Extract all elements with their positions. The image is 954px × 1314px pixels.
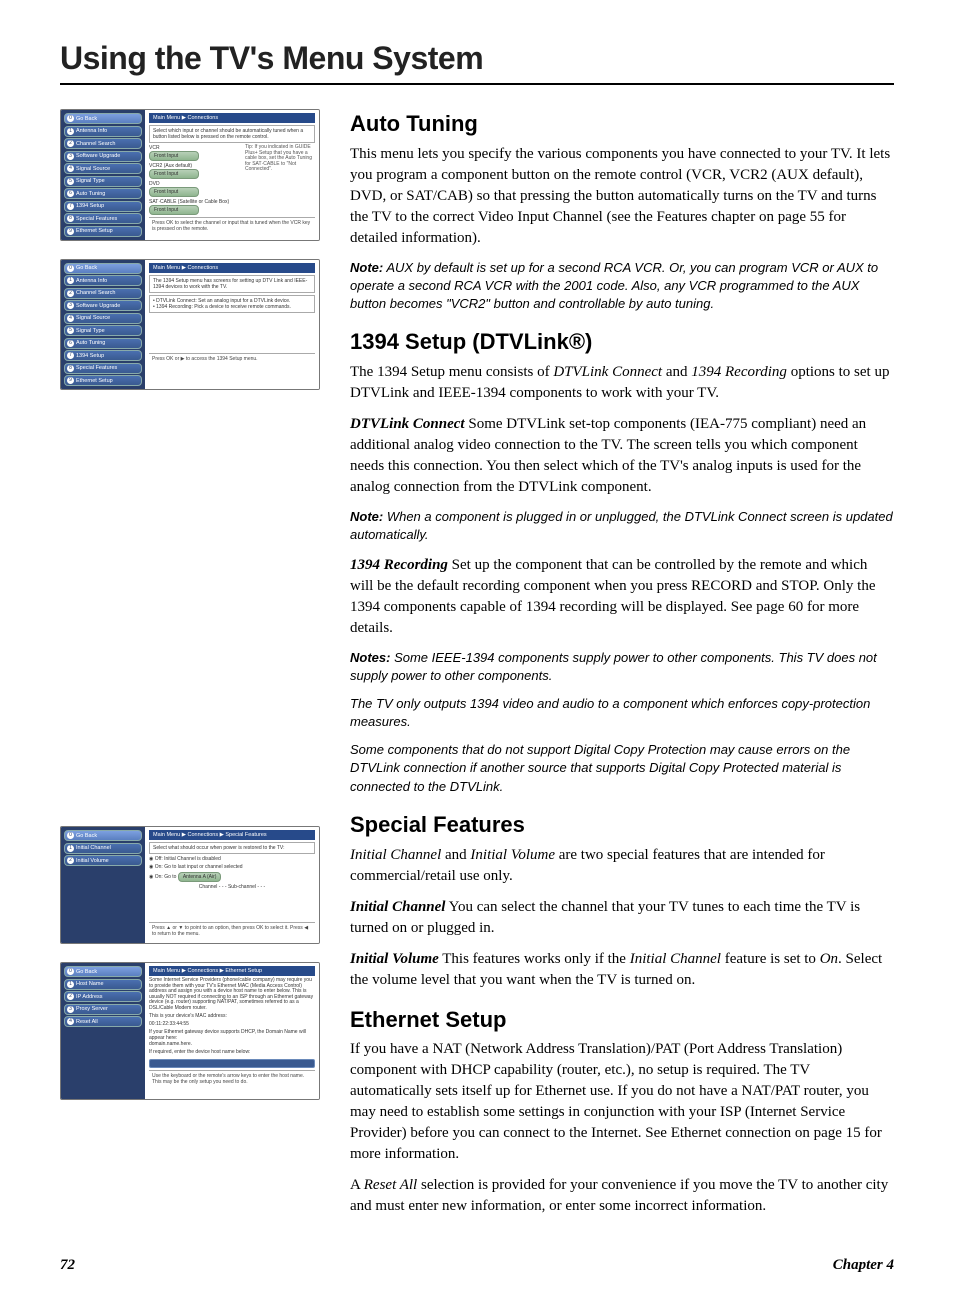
panel-tip: Tip: If you indicated in GUIDE Plus+ Set… (245, 145, 315, 173)
sidebar-item: 2Initial Volume (64, 855, 142, 866)
note: Note: When a component is plugged in or … (350, 508, 894, 544)
chapter-label: Chapter 4 (833, 1257, 894, 1274)
sidebar-item: 3Proxy Server (64, 1004, 142, 1015)
sidebar-item: 8Special Features (64, 213, 142, 224)
sidebar-item: 1Initial Channel (64, 843, 142, 854)
heading-ethernet-setup: Ethernet Setup (350, 1005, 894, 1036)
sidebar-item: 2IP Address (64, 991, 142, 1002)
heading-special-features: Special Features (350, 810, 894, 841)
screenshot-special-features: 0Go Back1Initial Channel2Initial Volume … (60, 826, 320, 944)
sidebar-item: 2Channel Search (64, 138, 142, 149)
mac-address: 00:11:22:33:44:55 (149, 1021, 315, 1027)
radio-option: ◉ On: Go to Antenna A (Air) (149, 872, 315, 882)
paragraph: Initial Volume This features works only … (350, 949, 894, 991)
heading-auto-tuning: Auto Tuning (350, 109, 894, 140)
chapter-title: Using the TV's Menu System (60, 40, 894, 85)
paragraph: The 1394 Setup menu consists of DTVLink … (350, 362, 894, 404)
paragraph: 1394 Recording Set up the component that… (350, 555, 894, 639)
thumbnail-column: 0Go Back1Antenna Info2Channel Search3Sof… (60, 109, 320, 1100)
body-text: Auto Tuning This menu lets you specify t… (350, 109, 894, 1227)
hostname-input (149, 1059, 315, 1068)
mac-label: This is your device's MAC address: (149, 1013, 315, 1019)
sidebar-item: 9Ethernet Setup (64, 375, 142, 386)
screenshot-1394: 0Go Back1Antenna Info 2Channel Search3Sof… (60, 259, 320, 391)
sidebar-item: 4Signal Source (64, 313, 142, 324)
sidebar-item: 4Reset All (64, 1016, 142, 1027)
sidebar-item: 1Host Name (64, 979, 142, 990)
page-footer: 72 Chapter 4 (60, 1257, 894, 1274)
note: Notes: Some IEEE-1394 components supply … (350, 649, 894, 685)
screenshot-auto-tuning: 0Go Back 1Antenna Info2Channel Search 3Sof… (60, 109, 320, 241)
breadcrumb: Main Menu ▶ Connections ▶ Ethernet Setup (149, 966, 315, 976)
sidebar-item: 5Signal Type (64, 176, 142, 187)
breadcrumb: Main Menu ▶ Connections (149, 113, 315, 123)
sidebar-item: 6Auto Tuning (64, 338, 142, 349)
sidebar-item: 3Software Upgrade (64, 300, 142, 311)
panel-footer: Press ▲ or ▼ to point to an option, then… (149, 922, 315, 939)
panel-footer: Press OK or ▶ to access the 1394 Setup m… (149, 353, 315, 364)
paragraph: This menu lets you specify the various c… (350, 144, 894, 249)
panel-blurb: Select which input or channel should be … (149, 125, 315, 143)
note: The TV only outputs 1394 video and audio… (350, 695, 894, 731)
panel-bullets: • DTVLink Connect: Set an analog input f… (149, 295, 315, 313)
radio-option: ◉ Off: Initial Channel is disabled (149, 856, 315, 862)
paragraph: DTVLink Connect Some DTVLink set-top com… (350, 414, 894, 498)
paragraph: Initial Channel You can select the chann… (350, 897, 894, 939)
paragraph: A Reset All selection is provided for yo… (350, 1175, 894, 1217)
sidebar-item: 5Signal Type (64, 325, 142, 336)
paragraph: Initial Channel and Initial Volume are t… (350, 845, 894, 887)
panel-blurb: Select what should occur when power is r… (149, 842, 315, 854)
panel-blurb: Some Internet Service Providers (phone/c… (149, 978, 315, 1011)
heading-1394: 1394 Setup (DTVLink®) (350, 327, 894, 358)
radio-option: ◉ On: Go to last input or channel select… (149, 864, 315, 870)
sidebar-item: 1Antenna Info (64, 126, 142, 137)
sidebar-item: 6Auto Tuning (64, 188, 142, 199)
breadcrumb: Main Menu ▶ Connections ▶ Special Featur… (149, 830, 315, 840)
note: Note: AUX by default is set up for a sec… (350, 259, 894, 314)
screenshot-ethernet: 0Go Back 1Host Name2IP Address 3Proxy Serv… (60, 962, 320, 1100)
sidebar-item: 0Go Back (64, 830, 142, 841)
paragraph: If you have a NAT (Network Address Trans… (350, 1039, 894, 1165)
panel-footer: Press OK to select the channel or input … (149, 217, 315, 234)
sidebar-item: 71394 Setup (64, 350, 142, 361)
sidebar-item: 0Go Back (64, 113, 142, 124)
panel-footer: Use the keyboard or the remote's arrow k… (149, 1070, 315, 1087)
sidebar-item: 8Special Features (64, 363, 142, 374)
sidebar-item: 1Antenna Info (64, 275, 142, 286)
channel-subline: Channel - - - Sub-channel - - - (149, 884, 315, 890)
sidebar-item: 71394 Setup (64, 201, 142, 212)
panel-blurb: The 1394 Setup menu has screens for sett… (149, 275, 315, 293)
sidebar-item: 0Go Back (64, 966, 142, 977)
sidebar-item: 0Go Back (64, 263, 142, 274)
page-number: 72 (60, 1257, 75, 1274)
breadcrumb: Main Menu ▶ Connections (149, 263, 315, 273)
sidebar-item: 2Channel Search (64, 288, 142, 299)
hostname-label: If required, enter the device host name … (149, 1049, 315, 1055)
note: Some components that do not support Digi… (350, 741, 894, 796)
sidebar-item: 4Signal Source (64, 163, 142, 174)
dhcp-note: If your Ethernet gateway device supports… (149, 1029, 315, 1047)
sidebar-item: 3Software Upgrade (64, 151, 142, 162)
sidebar-item: 9Ethernet Setup (64, 226, 142, 237)
